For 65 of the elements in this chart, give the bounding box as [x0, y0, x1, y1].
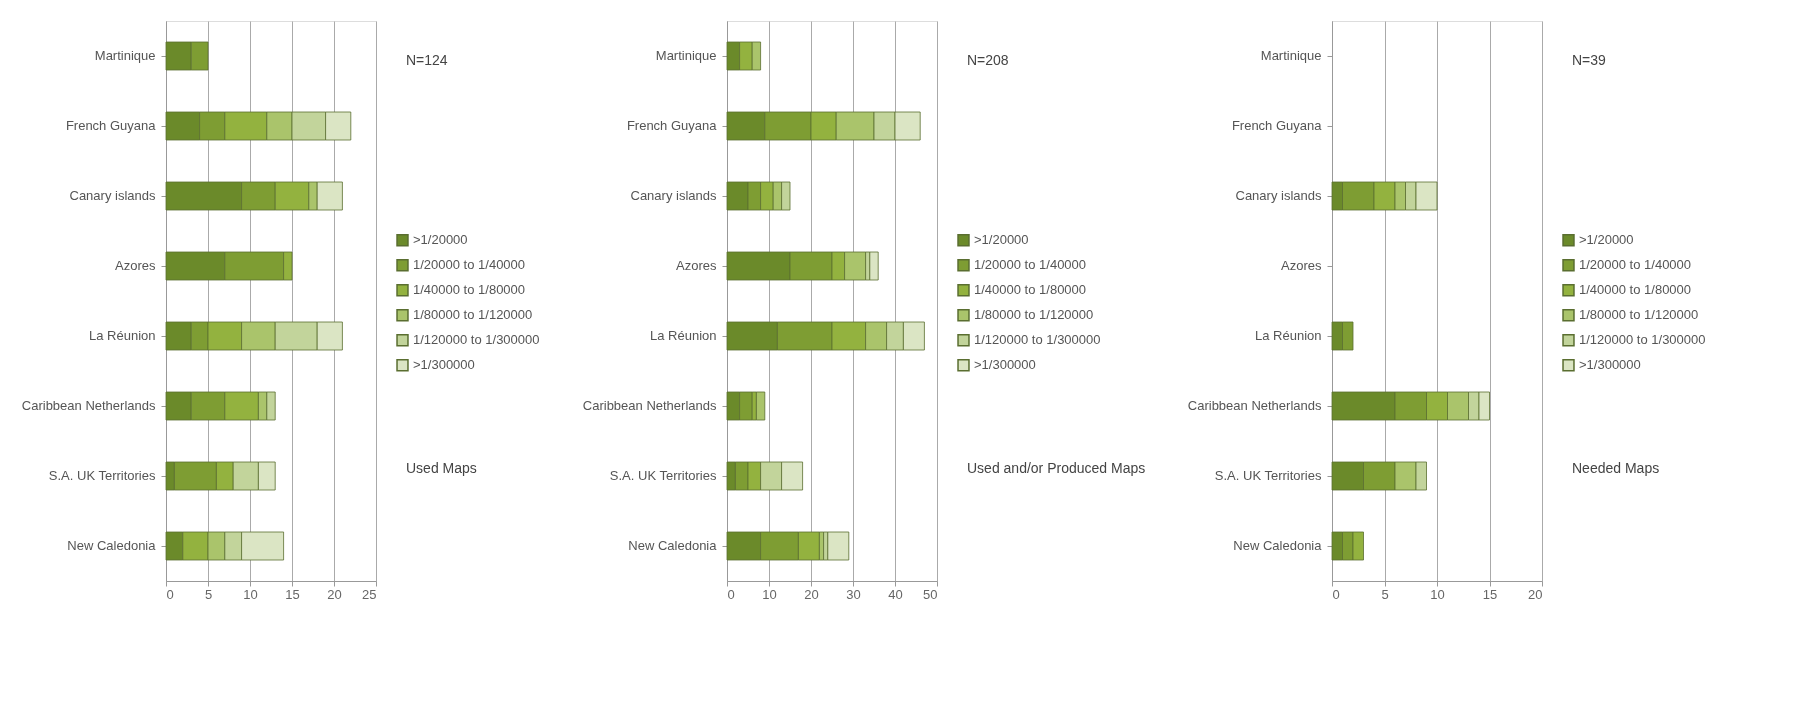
x-tick-label: 10: [762, 586, 777, 602]
legend-label: >1/20000: [1579, 232, 1634, 248]
y-tick-label: Azores: [115, 258, 156, 273]
legend-label: 1/120000 to 1/300000: [974, 332, 1101, 348]
y-tick-label: French Guyana: [626, 118, 718, 133]
y-tick-label: Martinique: [1260, 48, 1322, 63]
y-tick-label: Caribbean Netherlands: [1187, 398, 1322, 413]
x-tick-label: 25: [362, 586, 377, 602]
x-tick-label: 15: [1482, 586, 1498, 602]
legend-label: 1/80000 to 1/120000: [1579, 307, 1699, 323]
legend-label: >1/20000: [974, 232, 1029, 248]
y-tick-label: Canary islands: [630, 188, 717, 203]
y-tick-label: New Caledonia: [1233, 538, 1323, 553]
y-tick-label: Azores: [676, 258, 717, 273]
y-tick-label: French Guyana: [1231, 118, 1323, 133]
y-tick-label: Caribbean Netherlands: [582, 398, 717, 413]
y-tick-label: Martinique: [655, 48, 717, 63]
y-tick-label: New Caledonia: [67, 538, 157, 553]
x-tick-label: 0: [1332, 586, 1340, 602]
legend-label: 1/20000 to 1/40000: [974, 257, 1087, 273]
x-tick-label: 5: [204, 586, 213, 602]
x-tick-label: 30: [846, 586, 861, 602]
text: Used and/or Produced Maps: [967, 460, 1146, 476]
y-tick-label: S.A. UK Territories: [48, 468, 156, 483]
legend-label: 1/80000 to 1/120000: [413, 307, 533, 323]
legend-label: 1/20000 to 1/40000: [1579, 257, 1692, 273]
y-tick-label: Caribbean Netherlands: [21, 398, 156, 413]
y-tick-label: La Réunion: [89, 328, 156, 343]
y-tick-label: La Réunion: [650, 328, 717, 343]
y-tick-label: French Guyana: [65, 118, 157, 133]
legend-label: 1/120000 to 1/300000: [413, 332, 540, 348]
y-tick-label: La Réunion: [1255, 328, 1322, 343]
y-tick-label: Canary islands: [1235, 188, 1322, 203]
x-tick-label: 20: [1528, 586, 1543, 602]
x-tick-label: 40: [888, 586, 903, 602]
y-tick-label: Canary islands: [69, 188, 156, 203]
x-tick-label: 10: [1430, 586, 1445, 602]
y-tick-label: S.A. UK Territories: [609, 468, 717, 483]
legend-label: 1/40000 to 1/80000: [413, 282, 526, 298]
legend-label: 1/20000 to 1/40000: [413, 257, 526, 273]
x-tick-label: 5: [1381, 586, 1389, 602]
text: N=124: [406, 52, 448, 68]
legend-label: 1/40000 to 1/80000: [974, 282, 1087, 298]
x-tick-label: 15: [285, 586, 300, 602]
y-tick-label: Martinique: [94, 48, 156, 63]
legend-label: >1/300000: [1579, 357, 1641, 373]
text: Needed Maps: [1572, 460, 1660, 476]
legend-label: >1/300000: [974, 357, 1036, 373]
legend-label: >1/300000: [413, 357, 475, 373]
x-tick-label: 10: [243, 586, 258, 602]
x-tick-label: 50: [923, 586, 938, 602]
text: Used Maps: [406, 460, 477, 476]
x-tick-label: 20: [804, 586, 819, 602]
text: N=39: [1572, 52, 1607, 68]
text: N=208: [967, 52, 1009, 68]
legend-label: >1/20000: [413, 232, 468, 248]
x-tick-label: 0: [727, 586, 735, 602]
legend-label: 1/80000 to 1/120000: [974, 307, 1094, 323]
y-tick-label: S.A. UK Territories: [1214, 468, 1322, 483]
y-tick-label: New Caledonia: [628, 538, 718, 553]
y-tick-label: Azores: [1281, 258, 1322, 273]
x-tick-label: 20: [327, 586, 342, 602]
x-tick-label: 0: [166, 586, 174, 602]
legend-label: 1/40000 to 1/80000: [1579, 282, 1692, 298]
legend-label: 1/120000 to 1/300000: [1579, 332, 1706, 348]
